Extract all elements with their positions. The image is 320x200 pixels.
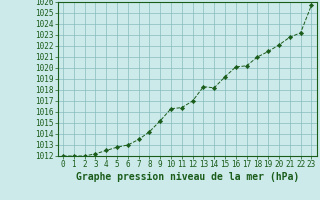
X-axis label: Graphe pression niveau de la mer (hPa): Graphe pression niveau de la mer (hPa) (76, 172, 299, 182)
